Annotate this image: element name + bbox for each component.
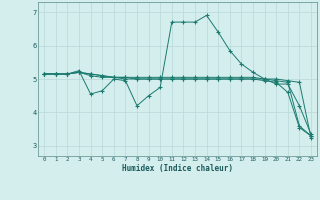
X-axis label: Humidex (Indice chaleur): Humidex (Indice chaleur) <box>122 164 233 173</box>
